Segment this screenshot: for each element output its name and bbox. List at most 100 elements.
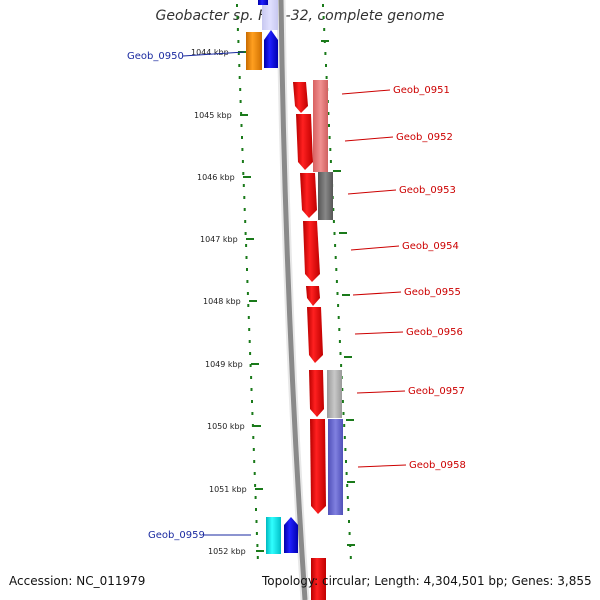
gene-label-geob-0953[interactable]: Geob_0953 [399, 185, 456, 196]
gene-geob-0950[interactable] [246, 32, 262, 70]
left-gene-labels: Geob_0950 Geob_0959 [127, 51, 251, 541]
track-dot [336, 292, 339, 295]
genome-title: Geobacter sp. FRC-32, complete genome [155, 8, 445, 24]
track-dot [242, 184, 245, 187]
gene-geob-0955[interactable] [306, 286, 320, 306]
track-dot [332, 208, 335, 211]
track-dot [240, 124, 243, 127]
track-dot [335, 280, 338, 283]
track-dot [256, 556, 259, 559]
track-dot [322, 4, 324, 7]
track-dot [249, 364, 252, 367]
track-dot [245, 256, 248, 259]
tick-label-1049: 1049 kbp [205, 360, 243, 369]
gene-arrow-blue-bottom[interactable] [284, 517, 298, 553]
left-dotted-track [236, 4, 259, 559]
track-dot [255, 508, 257, 511]
gene-label-geob-0959[interactable]: Geob_0959 [148, 530, 205, 541]
track-dot [253, 472, 256, 475]
tick-label-1050: 1050 kbp [207, 422, 245, 431]
tick-label-1044: 1044 kbp [191, 48, 229, 57]
track-dot [243, 208, 246, 211]
track-dot [252, 436, 255, 439]
track-dot [251, 400, 253, 403]
track-dot [332, 220, 335, 223]
track-dot [236, 28, 239, 31]
track-dot [328, 124, 330, 127]
gene-label-geob-0956[interactable]: Geob_0956 [406, 327, 463, 338]
track-dot [345, 460, 347, 463]
track-dot [346, 496, 349, 499]
tick-label-1051: 1051 kbp [209, 485, 247, 494]
tick-label-1046: 1046 kbp [197, 173, 235, 182]
track-dot [345, 472, 348, 475]
feature-bar-gray[interactable] [318, 172, 333, 220]
track-dot [246, 280, 249, 283]
gene-label-geob-0958[interactable]: Geob_0958 [409, 460, 466, 471]
feature-bar-lightgray[interactable] [327, 370, 342, 418]
gene-geob-0954[interactable] [303, 221, 320, 282]
track-dot [244, 232, 247, 235]
track-dot [349, 556, 352, 559]
track-dot [239, 100, 242, 103]
gene-geob-0957[interactable] [309, 370, 324, 417]
gene-label-geob-0955[interactable]: Geob_0955 [404, 287, 461, 298]
track-dot [247, 316, 250, 319]
label-leader-line [354, 331, 404, 335]
track-dot [243, 196, 246, 199]
track-dot [329, 148, 332, 151]
track-dot [246, 268, 248, 271]
track-dot [247, 304, 250, 307]
scale-ticks: 1044 kbp 1045 kbp 1046 kbp 1047 kbp 1048… [191, 40, 355, 556]
track-dot [341, 388, 344, 391]
right-gene-labels: Geob_0951 Geob_0952 Geob_0953 Geob_0954 … [341, 85, 466, 471]
track-dot [339, 352, 342, 355]
gene-geob-0959[interactable] [266, 517, 281, 554]
gene-geob-0951[interactable] [293, 82, 308, 113]
gene-label-geob-0957[interactable]: Geob_0957 [408, 386, 465, 397]
label-leader-line [352, 291, 402, 296]
feature-bar-purple[interactable] [328, 419, 343, 515]
gene-label-geob-0954[interactable]: Geob_0954 [402, 241, 459, 252]
track-dot [348, 532, 351, 535]
track-dot [325, 76, 328, 79]
gene-geob-0953[interactable] [300, 173, 317, 218]
track-dot [241, 148, 244, 151]
track-dot [348, 520, 350, 523]
gene-track-left [246, 0, 298, 554]
gene-block-lavender[interactable] [262, 0, 278, 30]
label-leader-line [341, 89, 391, 95]
track-dot [337, 316, 340, 319]
track-dot [255, 520, 258, 523]
gene-track-right [293, 80, 343, 600]
track-dot [252, 448, 255, 451]
track-dot [251, 412, 254, 415]
track-dot [238, 64, 241, 67]
feature-bar-pink[interactable] [313, 80, 328, 172]
track-dot [237, 52, 240, 55]
track-dot [337, 304, 340, 307]
gene-block-blue[interactable] [258, 0, 268, 5]
gene-geob-0952[interactable] [296, 114, 313, 170]
track-dot [341, 400, 344, 403]
track-dot [255, 532, 258, 535]
gene-arrow-blue[interactable] [264, 30, 278, 68]
gene-label-geob-0952[interactable]: Geob_0952 [396, 132, 453, 143]
gene-label-geob-0950[interactable]: Geob_0950 [127, 51, 184, 62]
track-dot [239, 88, 242, 91]
track-dot [250, 376, 253, 379]
track-dot [333, 232, 336, 235]
track-dot [344, 448, 347, 451]
track-dot [241, 160, 244, 163]
gene-geob-0958[interactable] [310, 419, 326, 514]
track-dot [325, 64, 327, 67]
label-leader-line [347, 189, 397, 195]
track-dot [244, 220, 247, 223]
gene-geob-0956[interactable] [307, 307, 323, 363]
gene-label-geob-0951[interactable]: Geob_0951 [393, 85, 450, 96]
track-dot [327, 112, 330, 115]
tick-label-1047: 1047 kbp [200, 235, 238, 244]
track-dot [254, 496, 257, 499]
gene-block-red-bottom[interactable] [311, 558, 326, 600]
